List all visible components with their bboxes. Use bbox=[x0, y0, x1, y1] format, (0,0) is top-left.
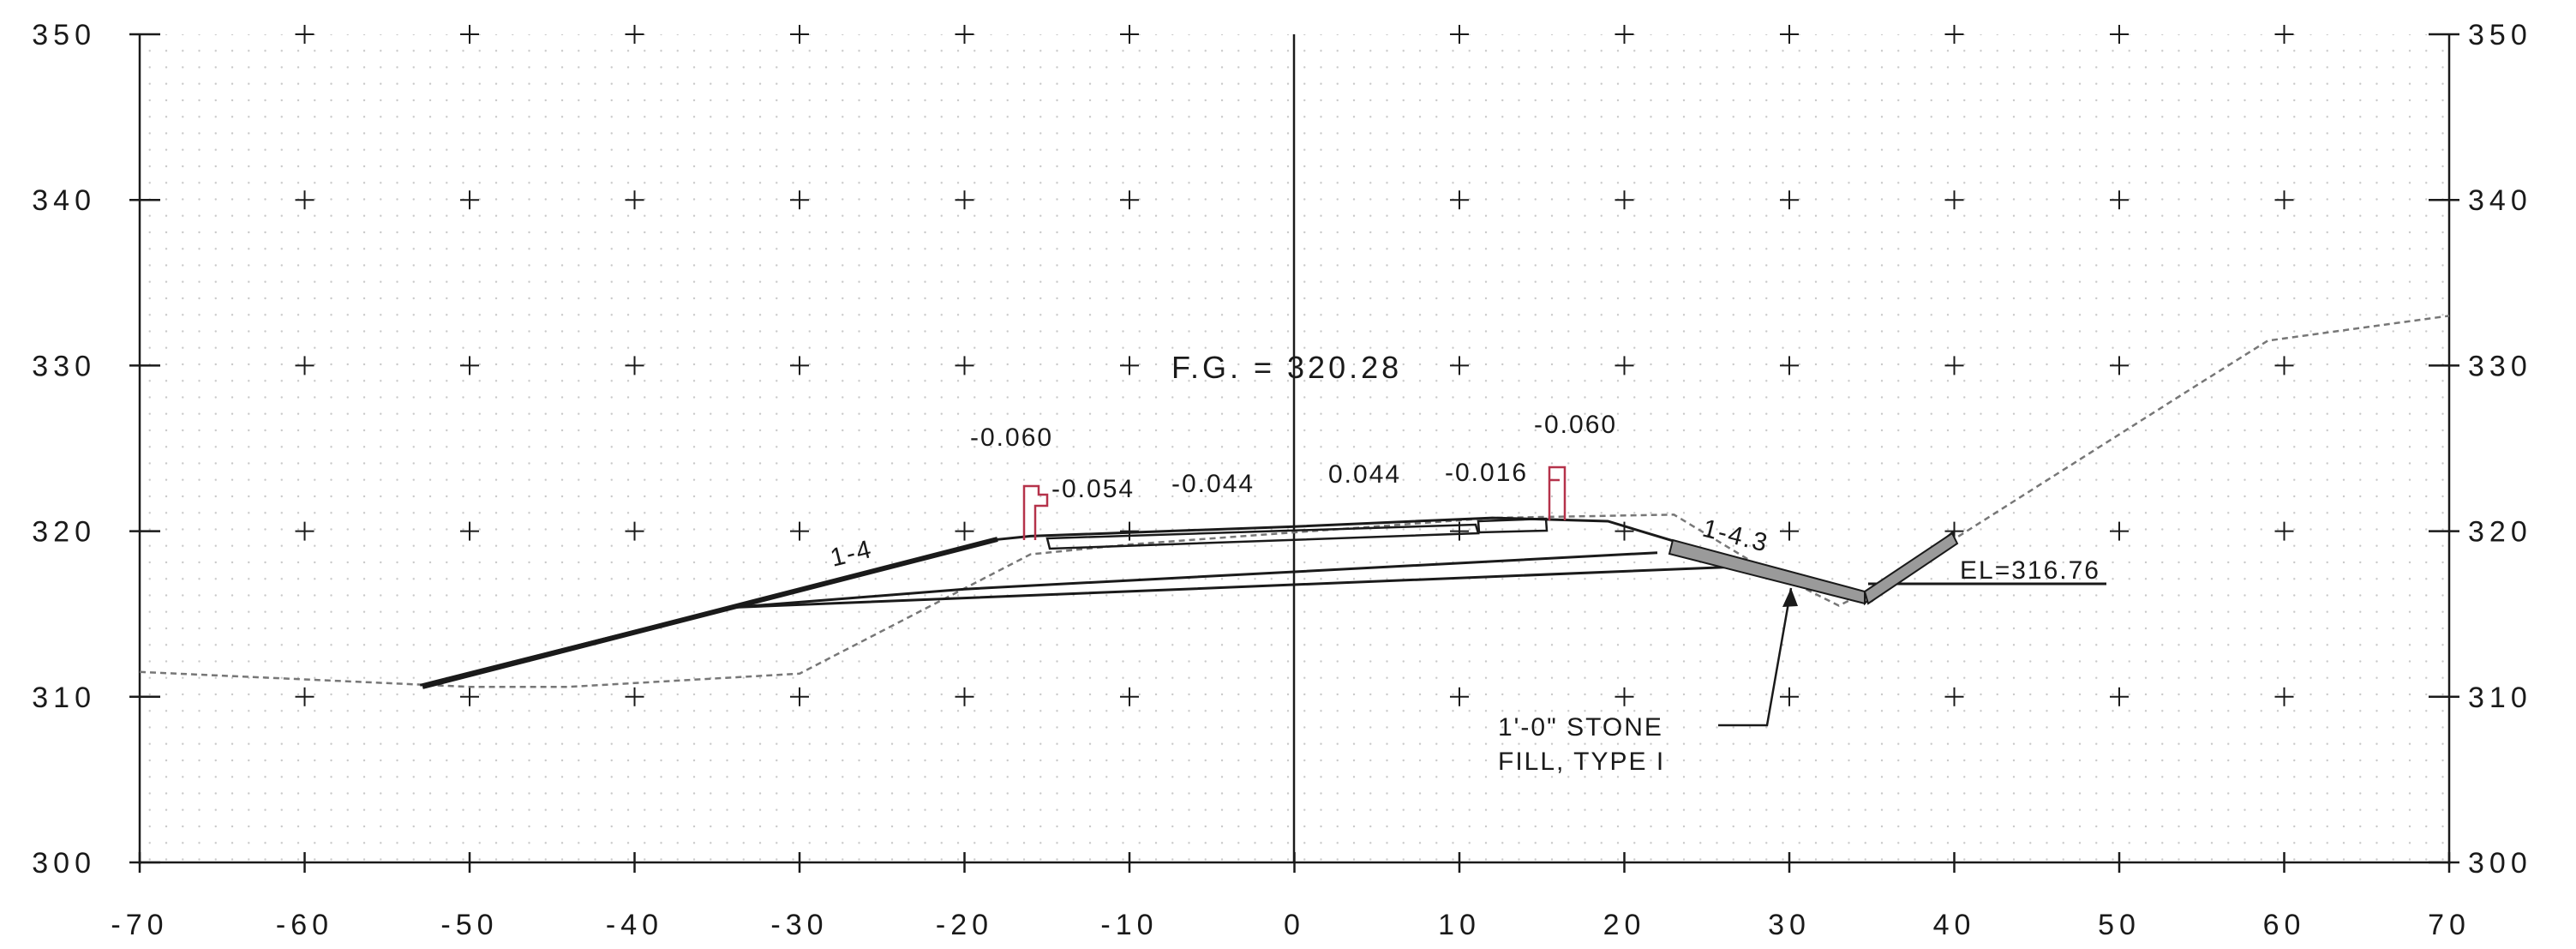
x-tick-label: 10 bbox=[1438, 909, 1481, 941]
pavement-layer-right bbox=[1477, 517, 1549, 534]
lane-left-slope: -0.044 bbox=[1171, 470, 1255, 498]
y-tick-label-left: 320 bbox=[32, 516, 96, 549]
left-slope-heavy bbox=[422, 537, 998, 689]
x-tick-label: 20 bbox=[1603, 909, 1646, 941]
x-axis-tick-labels: -70 -60 -50 -40 -30 -20 -10 0 10 20 30 40 50 60 70 bbox=[111, 909, 2471, 941]
x-tick-label: -50 bbox=[440, 909, 498, 941]
x-tick-label: -40 bbox=[606, 909, 663, 941]
x-tick-label: 70 bbox=[2428, 909, 2471, 941]
y-tick-label-left: 350 bbox=[32, 19, 96, 51]
barrier-left-slope: -0.060 bbox=[970, 423, 1053, 452]
y-tick-label-right: 300 bbox=[2468, 847, 2532, 880]
y-axis-tick-labels-right: 300 310 320 330 340 350 bbox=[2468, 19, 2532, 880]
y-tick-label-left: 330 bbox=[32, 350, 96, 382]
y-axis-tick-labels-left: 300 310 320 330 340 350 bbox=[32, 19, 96, 880]
y-tick-label-right: 340 bbox=[2468, 184, 2532, 217]
y-tick-label-right: 310 bbox=[2468, 682, 2532, 714]
stone-fill-leader bbox=[1718, 587, 1793, 727]
lane-right-slope: 0.044 bbox=[1328, 460, 1401, 489]
y-tick-label-right: 350 bbox=[2468, 19, 2532, 51]
axis-ticks bbox=[129, 33, 2459, 873]
barrier-right bbox=[1548, 465, 1567, 520]
y-tick-label-left: 300 bbox=[32, 847, 96, 880]
x-tick-label: 50 bbox=[2098, 909, 2141, 941]
y-tick-label-right: 320 bbox=[2468, 516, 2532, 549]
y-tick-label-left: 310 bbox=[32, 682, 96, 714]
x-tick-label: 40 bbox=[1933, 909, 1976, 941]
stone-fill-ditch-right bbox=[1863, 532, 1959, 605]
x-tick-label: -60 bbox=[276, 909, 333, 941]
finish-grade-label: F.G. = 320.28 bbox=[1171, 350, 1402, 385]
grid-crosses bbox=[295, 25, 2294, 706]
y-tick-label-left: 340 bbox=[32, 184, 96, 217]
pavement-bottom-line bbox=[733, 551, 1658, 609]
leader-arrowhead bbox=[1782, 588, 1798, 607]
x-tick-label: -30 bbox=[770, 909, 828, 941]
existing-ground-line bbox=[139, 315, 2450, 688]
barrier-right-slope: -0.060 bbox=[1534, 411, 1617, 439]
x-tick-label: 30 bbox=[1768, 909, 1811, 941]
stone-fill-label-2: FILL, TYPE I bbox=[1498, 748, 1665, 776]
x-tick-label: -10 bbox=[1100, 909, 1158, 941]
ditch-elevation-label: EL=316.76 bbox=[1960, 556, 2100, 585]
y-tick-label-right: 330 bbox=[2468, 350, 2532, 382]
x-tick-label: -70 bbox=[111, 909, 168, 941]
shoulder-right-slope: -0.016 bbox=[1445, 459, 1528, 487]
shoulder-left-slope: -0.054 bbox=[1051, 475, 1135, 503]
x-tick-label: -20 bbox=[936, 909, 993, 941]
x-tick-label: 0 bbox=[1284, 909, 1305, 941]
stone-fill-label-1: 1'-0" STONE bbox=[1498, 713, 1663, 742]
x-tick-label: 60 bbox=[2263, 909, 2306, 941]
barrier-left bbox=[1022, 484, 1049, 540]
